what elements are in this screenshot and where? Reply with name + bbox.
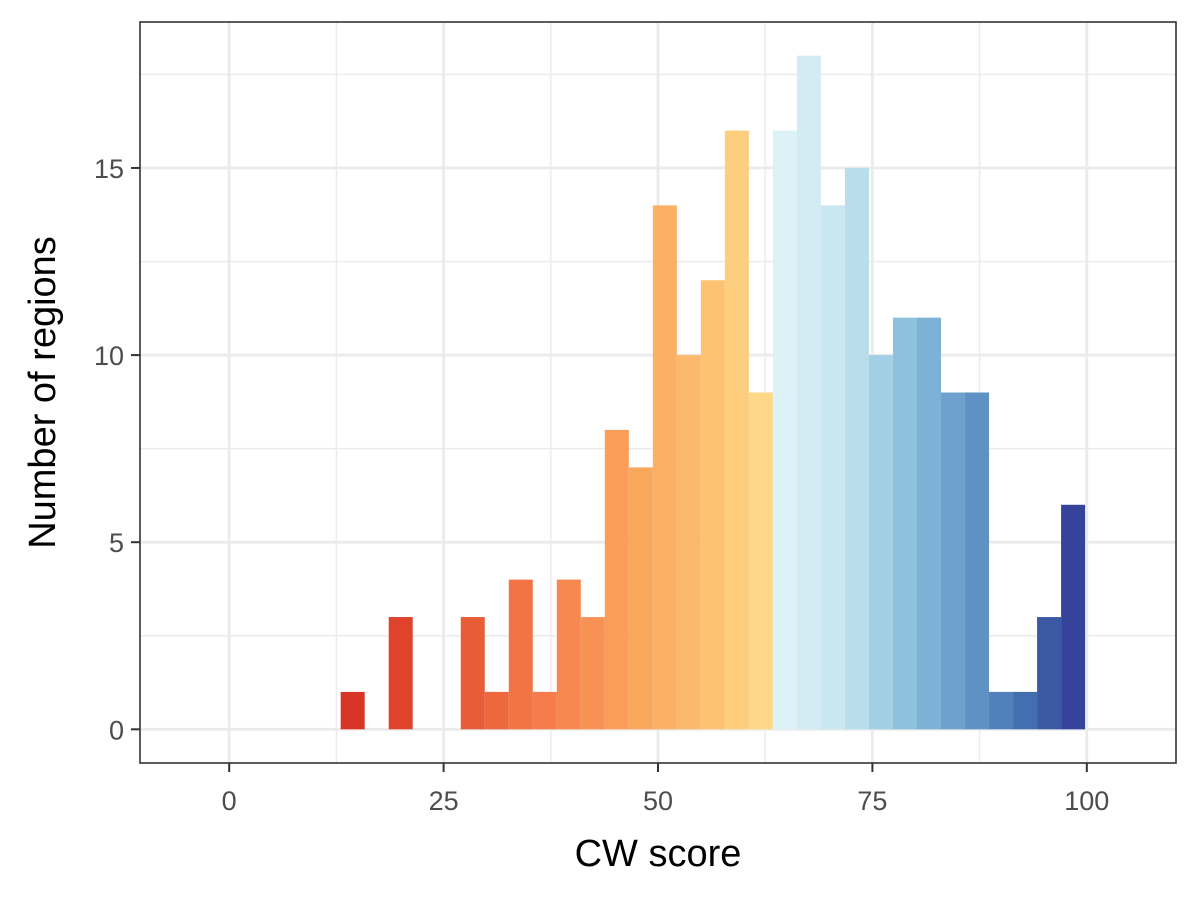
histogram-bar (748, 392, 773, 730)
histogram-bar (340, 691, 365, 730)
histogram-bar (532, 691, 557, 730)
y-axis-title: Number of regions (22, 236, 64, 549)
tick-labels: 0 25 50 75 100 0 5 10 15 (94, 154, 1109, 816)
histogram-bar (1061, 504, 1086, 730)
histogram-bar (917, 317, 942, 730)
histogram-bar (604, 429, 629, 730)
x-axis-title: CW score (575, 833, 742, 875)
histogram-bar (796, 55, 821, 730)
histogram-bar (772, 130, 797, 730)
histogram-bar (1037, 617, 1062, 730)
x-tick-label: 75 (857, 786, 887, 816)
histogram-bar (484, 691, 509, 730)
histogram-bar (892, 317, 917, 730)
histogram-bar (989, 691, 1014, 730)
y-tick-label: 5 (109, 528, 124, 558)
x-tick-label: 25 (429, 786, 459, 816)
histogram-bar (628, 467, 653, 730)
histogram-bar (508, 579, 533, 730)
histogram-bar (388, 617, 413, 730)
bars (340, 55, 1086, 730)
histogram-bar (965, 392, 990, 730)
axes (131, 166, 1088, 772)
y-tick-label: 15 (94, 154, 124, 184)
y-tick-label: 10 (94, 341, 124, 371)
histogram-bar (820, 205, 845, 730)
histogram-bar (460, 617, 485, 730)
histogram-bar (700, 280, 725, 730)
histogram-bar (1013, 691, 1038, 730)
x-tick-label: 0 (222, 786, 237, 816)
histogram-bar (652, 205, 677, 730)
y-tick-label: 0 (109, 715, 124, 745)
x-tick-label: 100 (1064, 786, 1109, 816)
histogram-bar (941, 392, 966, 730)
histogram-bar (556, 579, 581, 730)
x-tick-label: 50 (643, 786, 673, 816)
histogram-bar (868, 355, 893, 730)
histogram-bar (676, 355, 701, 730)
histogram-bar (844, 167, 869, 730)
histogram-bar (580, 617, 605, 730)
histogram-bar (724, 130, 749, 730)
